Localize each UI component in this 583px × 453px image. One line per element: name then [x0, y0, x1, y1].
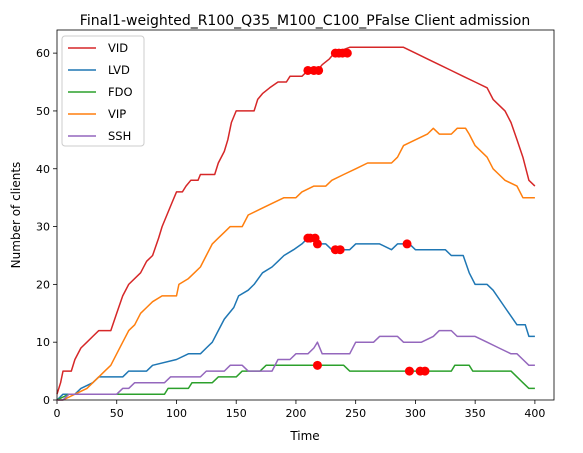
x-tick-label: 300 — [405, 407, 426, 420]
y-tick-label: 30 — [36, 221, 50, 234]
series-line-lvd — [56, 237, 535, 401]
legend-label-vid: VID — [108, 41, 128, 55]
x-tick-label: 350 — [465, 407, 486, 420]
series-line-vid — [56, 46, 536, 395]
series-line-ssh — [57, 329, 535, 401]
x-axis-ticks: 0 50 100 150 200 250 300 350 400 — [54, 400, 545, 420]
legend: VID LVD FDO VIP SSH — [61, 35, 145, 147]
marker-lvd — [335, 245, 345, 255]
marker-fdo — [404, 366, 414, 376]
y-tick-label: 60 — [36, 47, 50, 60]
marker-fdo — [420, 366, 430, 376]
series-line-vip — [57, 127, 535, 401]
legend-label-ssh: SSH — [108, 129, 131, 143]
chart-title: Final1-weighted_R100_Q35_M100_C100_PFals… — [80, 13, 530, 29]
plot-frame — [56, 29, 555, 401]
plot-markers — [303, 48, 430, 376]
y-tick-label: 40 — [36, 163, 50, 176]
x-tick-label: 400 — [524, 407, 545, 420]
legend-box — [61, 35, 145, 147]
legend-label-vip: VIP — [108, 107, 126, 121]
x-tick-label: 100 — [166, 407, 187, 420]
y-tick-label: 50 — [36, 105, 50, 118]
marker-lvd — [312, 239, 322, 249]
legend-label-lvd: LVD — [108, 63, 130, 77]
x-tick-label: 200 — [285, 407, 306, 420]
x-tick-label: 150 — [226, 407, 247, 420]
plot-series — [56, 46, 536, 401]
series-line-fdo — [56, 364, 535, 401]
legend-label-fdo: FDO — [108, 85, 133, 99]
y-tick-label: 20 — [36, 278, 50, 291]
marker-fdo — [312, 360, 322, 370]
y-tick-label: 0 — [43, 394, 50, 407]
y-axis-ticks: 0 10 20 30 40 50 60 — [36, 47, 57, 407]
marker-vid — [342, 48, 352, 58]
x-tick-label: 50 — [110, 407, 124, 420]
x-tick-label: 0 — [54, 407, 61, 420]
y-tick-label: 10 — [36, 336, 50, 349]
y-axis-label: Number of clients — [9, 162, 23, 269]
x-axis-label: Time — [289, 429, 319, 443]
marker-vid — [314, 65, 324, 75]
marker-lvd — [402, 239, 412, 249]
x-tick-label: 250 — [345, 407, 366, 420]
